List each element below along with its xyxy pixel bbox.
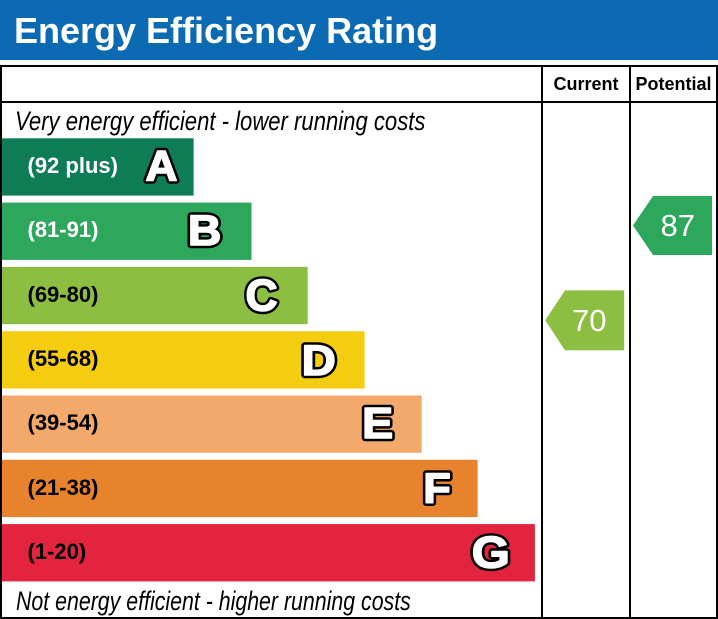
svg-text:C: C	[245, 272, 277, 321]
svg-text:C: C	[245, 272, 277, 321]
svg-text:E: E	[362, 398, 393, 447]
svg-text:G: G	[472, 528, 510, 577]
svg-text:D: D	[302, 336, 336, 385]
svg-text:F: F	[423, 465, 451, 513]
svg-text:70: 70	[572, 303, 606, 338]
svg-text:B: B	[188, 207, 222, 255]
svg-text:E: E	[362, 398, 393, 447]
svg-text:F: F	[423, 465, 451, 513]
svg-text:D: D	[302, 336, 336, 385]
svg-text:A: A	[146, 143, 178, 190]
svg-text:B: B	[188, 207, 222, 255]
svg-text:A: A	[146, 143, 178, 190]
svg-text:87: 87	[661, 208, 695, 243]
svg-text:G: G	[472, 528, 510, 577]
